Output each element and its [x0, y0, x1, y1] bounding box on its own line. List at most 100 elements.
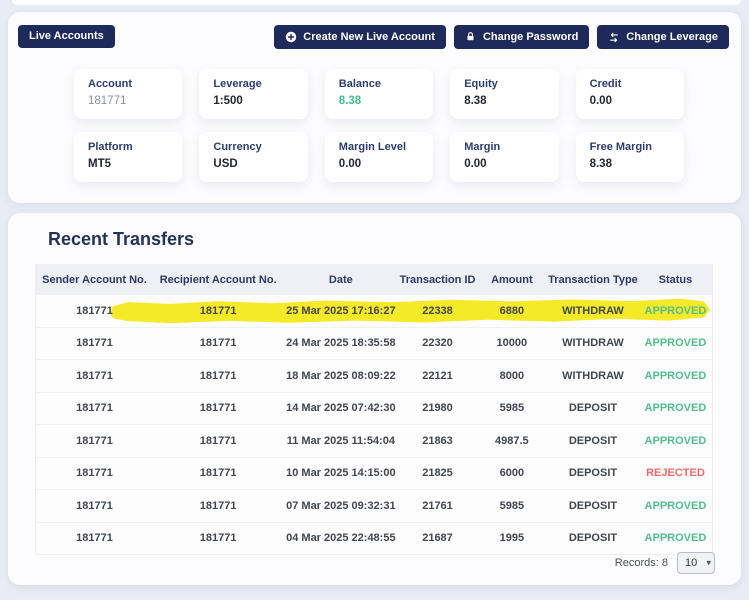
cell-status: APPROVED — [644, 499, 707, 512]
cell-recipient-account: 181771 — [199, 532, 237, 545]
stat-label: Leverage — [213, 78, 262, 90]
page-size-control: 10 ▾ — [677, 552, 715, 574]
cell-date: 11 Mar 2025 11:54:04 — [286, 434, 395, 447]
transfers-table: Sender Account No. Recipient Account No. D… — [35, 264, 713, 555]
column-header-amount: Amount — [491, 273, 533, 286]
cell-recipient-account: 181771 — [199, 434, 237, 447]
stat-label: Equity — [464, 78, 498, 90]
cell-transaction-type: WITHDRAW — [562, 304, 624, 317]
lock-icon — [465, 31, 477, 43]
cell-recipient-account: 181771 — [199, 337, 237, 350]
swap-arrows-icon — [608, 31, 620, 43]
stat-value: MT5 — [88, 158, 111, 170]
change-password-button[interactable]: Change Password — [453, 25, 590, 49]
stat-value: 0.00 — [338, 158, 362, 170]
cell-transaction-type: DEPOSIT — [568, 467, 618, 480]
page-size-select[interactable]: 10 — [677, 552, 715, 574]
column-header-transaction-id: Transaction ID — [399, 273, 476, 286]
cell-recipient-account: 181771 — [199, 499, 237, 512]
button-label: Change Password — [482, 30, 579, 43]
button-label: Change Leverage — [626, 30, 718, 43]
stat-label: Credit — [589, 78, 622, 90]
stat-card-account: Account 181771 — [74, 69, 183, 119]
stat-card-credit: Credit 0.00 — [575, 69, 684, 119]
records-count: Records: 8 — [614, 557, 668, 569]
cell-transaction-type: WITHDRAW — [562, 369, 624, 382]
column-header-status: Status — [658, 273, 693, 286]
transfers-table-header: Sender Account No. Recipient Account No. D… — [36, 264, 712, 295]
stat-value: 8.38 — [589, 158, 612, 170]
transfer-row: 181771 181771 07 Mar 2025 09:32:31 21761 598… — [36, 489, 712, 522]
change-leverage-button[interactable]: Change Leverage — [597, 25, 729, 49]
cell-status: APPROVED — [644, 434, 707, 447]
cell-status: APPROVED — [644, 402, 707, 415]
cell-date: 25 Mar 2025 17:16:27 — [286, 304, 396, 317]
account-summary-cards: Account 181771 Leverage 1:500 Balance 8.38 Equ… — [74, 69, 684, 182]
stat-card-equity: Equity 8.38 — [450, 69, 559, 119]
live-accounts-button[interactable]: Live Accounts — [18, 25, 115, 48]
cell-transaction-type: DEPOSIT — [568, 532, 618, 545]
button-label: Create New Live Account — [303, 30, 435, 43]
cell-date: 14 Mar 2025 07:42:30 — [286, 402, 396, 415]
cell-amount: 1995 — [499, 532, 525, 545]
stat-label: Currency — [213, 141, 262, 153]
cell-status: APPROVED — [644, 337, 707, 350]
top-card-edge — [12, 0, 741, 5]
cell-amount: 4987.5 — [495, 434, 529, 447]
stat-card-margin-level: Margin Level 0.00 — [324, 132, 434, 182]
transfer-row: 181771 181771 11 Mar 2025 11:54:04 21863 498… — [36, 424, 712, 457]
cell-sender-account: 181771 — [76, 467, 113, 480]
account-summary-panel: Live Accounts Create New Live Account Cha… — [8, 12, 741, 203]
cell-sender-account: 181771 — [76, 434, 113, 447]
cell-date: 24 Mar 2025 18:35:58 — [286, 337, 396, 350]
stat-card-leverage: Leverage 1:500 — [199, 69, 308, 119]
cell-sender-account: 181771 — [76, 337, 113, 350]
cell-sender-account: 181771 — [76, 369, 113, 382]
toolbar-actions: Create New Live Account Change Password Ch… — [274, 25, 729, 49]
cell-recipient-account: 181771 — [199, 304, 237, 317]
stat-card-balance: Balance 8.38 — [324, 69, 434, 119]
create-new-live-account-button[interactable]: Create New Live Account — [274, 25, 446, 49]
stat-card-platform: Platform MT5 — [74, 132, 183, 182]
cell-transaction-type: WITHDRAW — [562, 337, 624, 350]
cell-transaction-type: DEPOSIT — [568, 499, 618, 512]
column-header-date: Date — [328, 273, 353, 286]
cell-amount: 5985 — [499, 499, 525, 512]
cell-date: 04 Mar 2025 22:48:55 — [286, 532, 396, 545]
cell-status: APPROVED — [644, 304, 707, 317]
cell-transaction-id: 22121 — [422, 369, 453, 382]
cell-sender-account: 181771 — [76, 499, 113, 512]
transfers-table-body: 181771 181771 25 Mar 2025 17:16:27 22338 688… — [36, 295, 712, 554]
recent-transfers-title: Recent Transfers — [48, 229, 195, 249]
cell-transaction-id: 22320 — [422, 337, 453, 350]
cell-date: 18 Mar 2025 08:09:22 — [286, 369, 396, 382]
cell-status: APPROVED — [644, 532, 707, 545]
stat-label: Free Margin — [589, 141, 652, 153]
cell-amount: 5985 — [499, 402, 525, 415]
stat-card-free-margin: Free Margin 8.38 — [575, 132, 684, 182]
column-header-sender-account-no: Sender Account No. — [42, 273, 147, 286]
cell-status: REJECTED — [646, 467, 705, 480]
cell-transaction-id: 22338 — [422, 304, 453, 317]
cell-date: 07 Mar 2025 09:32:31 — [286, 499, 396, 512]
cell-amount: 6880 — [499, 304, 525, 317]
stat-value: 8.38 — [464, 95, 487, 107]
stat-card-margin: Margin 0.00 — [450, 132, 559, 182]
cell-sender-account: 181771 — [76, 402, 113, 415]
table-footer: Records: 8 10 ▾ — [615, 552, 715, 574]
cell-transaction-id: 21687 — [422, 532, 453, 545]
stat-value: 1:500 — [213, 95, 243, 107]
stat-label: Balance — [338, 78, 381, 90]
stat-value: 0.00 — [589, 95, 612, 107]
cell-status: APPROVED — [644, 369, 707, 382]
stat-value: 0.00 — [464, 158, 487, 170]
stat-label: Margin Level — [338, 141, 407, 153]
cell-sender-account: 181771 — [76, 304, 113, 317]
cell-amount: 8000 — [499, 369, 525, 382]
transfer-row: 181771 181771 24 Mar 2025 18:35:58 22320 100… — [36, 326, 712, 360]
cell-transaction-id: 21863 — [422, 434, 453, 447]
stat-label: Account — [88, 78, 132, 90]
transfer-row: 181771 181771 25 Mar 2025 17:16:27 22338 688… — [36, 295, 712, 327]
transfer-row: 181771 181771 14 Mar 2025 07:42:30 21980 598… — [36, 391, 712, 425]
